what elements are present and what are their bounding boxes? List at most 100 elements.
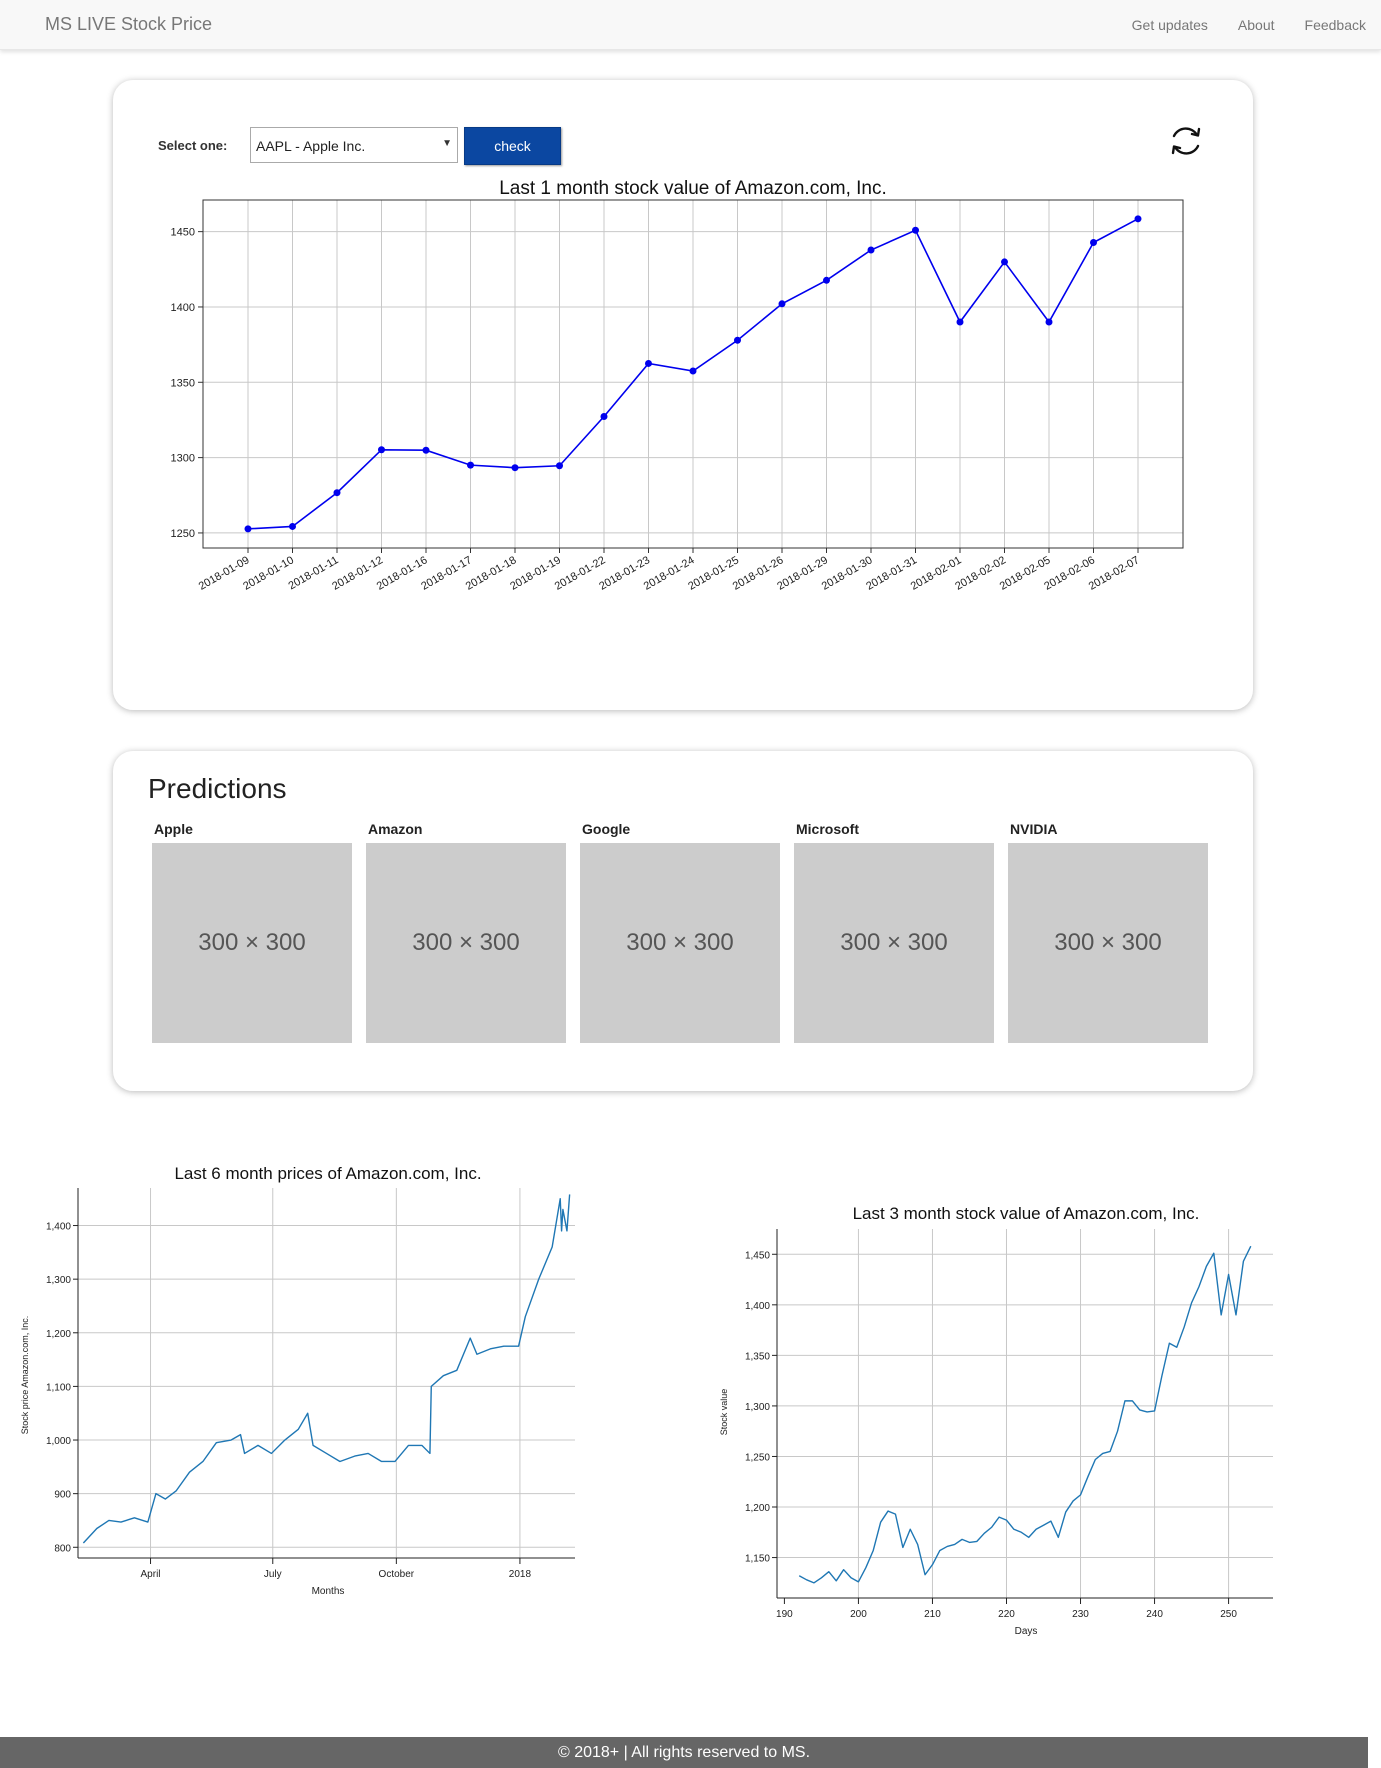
stock-select[interactable]: AAPL - Apple Inc. ▼ bbox=[250, 127, 458, 163]
y-tick-label: 1250 bbox=[171, 528, 195, 540]
x-tick-label: 220 bbox=[998, 1609, 1015, 1620]
brand-title[interactable]: MS LIVE Stock Price bbox=[45, 14, 213, 34]
y-tick-label: 1,400 bbox=[745, 1301, 770, 1312]
y-axis-label: Stock price Amazon.com, Inc. bbox=[20, 1316, 30, 1435]
data-point bbox=[956, 318, 964, 326]
image-placeholder-text: 300 × 300 bbox=[198, 929, 306, 956]
three-month-chart: Last 3 month stock value of Amazon.com, … bbox=[719, 1204, 1273, 1637]
data-point bbox=[422, 446, 430, 454]
y-tick-label: 1450 bbox=[171, 227, 195, 239]
data-point bbox=[1134, 215, 1142, 223]
x-tick-label: October bbox=[379, 1569, 415, 1580]
x-axis-label: Months bbox=[312, 1586, 345, 1597]
data-point bbox=[823, 276, 830, 284]
y-tick-label: 1,350 bbox=[745, 1351, 770, 1362]
y-tick-label: 1,200 bbox=[46, 1329, 71, 1340]
x-tick-label: 190 bbox=[776, 1609, 793, 1620]
prediction-name: Amazon bbox=[368, 821, 423, 837]
y-tick-label: 1350 bbox=[171, 377, 195, 389]
image-placeholder-text: 300 × 300 bbox=[626, 929, 734, 956]
nav-link-about[interactable]: About bbox=[1237, 17, 1275, 33]
check-button[interactable]: check bbox=[464, 127, 561, 165]
nav-links: Get updates About Feedback bbox=[1132, 17, 1366, 33]
nav-link-feedback[interactable]: Feedback bbox=[1304, 17, 1366, 33]
data-point bbox=[333, 489, 341, 497]
series-line bbox=[798, 1245, 1252, 1584]
y-tick-label: 1,450 bbox=[745, 1250, 770, 1261]
data-point bbox=[912, 226, 919, 234]
data-point bbox=[1090, 238, 1097, 246]
prediction-nvidia: NVIDIA 300 × 300 bbox=[1008, 821, 1208, 1043]
x-tick-label: 230 bbox=[1072, 1609, 1089, 1620]
data-point bbox=[289, 522, 296, 530]
one-month-chart: Last 1 month stock value of Amazon.com, … bbox=[171, 178, 1184, 593]
stock-select-value: AAPL - Apple Inc. bbox=[256, 138, 366, 154]
refresh-icon[interactable] bbox=[1168, 123, 1204, 159]
data-point bbox=[556, 462, 563, 470]
data-point bbox=[1001, 258, 1008, 266]
y-tick-label: 1,400 bbox=[46, 1222, 71, 1233]
x-tick-label: 250 bbox=[1220, 1609, 1237, 1620]
prediction-image: 300 × 300 bbox=[152, 843, 352, 1043]
y-tick-label: 1,000 bbox=[46, 1436, 71, 1447]
x-tick-label: 210 bbox=[924, 1609, 941, 1620]
stock-chart-card: Select one: AAPL - Apple Inc. ▼ check La… bbox=[113, 80, 1253, 710]
image-placeholder-text: 300 × 300 bbox=[412, 929, 520, 956]
x-tick-label: 2018-02-07 bbox=[1087, 554, 1142, 593]
data-point bbox=[1045, 318, 1053, 326]
chart-title: Last 6 month prices of Amazon.com, Inc. bbox=[174, 1164, 481, 1183]
data-point bbox=[867, 246, 875, 254]
data-point bbox=[778, 300, 786, 308]
y-tick-label: 1,300 bbox=[46, 1275, 71, 1286]
prediction-name: NVIDIA bbox=[1010, 821, 1058, 837]
x-tick-label: 2018 bbox=[509, 1569, 532, 1580]
data-point bbox=[645, 359, 652, 367]
y-tick-label: 1,300 bbox=[745, 1402, 770, 1413]
caret-down-icon: ▼ bbox=[442, 138, 452, 149]
prediction-name: Google bbox=[582, 821, 631, 837]
footer-text: © 2018+ | All rights reserved to MS. bbox=[557, 1744, 811, 1761]
select-label: Select one: bbox=[158, 138, 228, 153]
plot-frame bbox=[202, 199, 1184, 549]
data-point bbox=[689, 367, 697, 375]
prediction-amazon: Amazon 300 × 300 bbox=[366, 821, 566, 1043]
predictions-card: Predictions Apple 300 × 300 Amazon 300 ×… bbox=[113, 751, 1253, 1091]
navbar: MS LIVE Stock Price Get updates About Fe… bbox=[0, 0, 1381, 50]
prediction-microsoft: Microsoft 300 × 300 bbox=[794, 821, 994, 1043]
chart-title: Last 1 month stock value of Amazon.com, … bbox=[499, 178, 887, 199]
x-tick-label: April bbox=[141, 1569, 161, 1580]
prediction-image: 300 × 300 bbox=[580, 843, 780, 1043]
nav-link-get-updates[interactable]: Get updates bbox=[1131, 17, 1208, 33]
prediction-name: Microsoft bbox=[796, 821, 859, 837]
data-point bbox=[467, 461, 474, 469]
prediction-apple: Apple 300 × 300 bbox=[152, 821, 352, 1043]
data-point bbox=[378, 446, 385, 454]
x-tick-label: 200 bbox=[850, 1609, 867, 1620]
y-tick-label: 900 bbox=[54, 1490, 71, 1501]
y-tick-label: 1300 bbox=[171, 453, 195, 465]
six-month-chart: Last 6 month prices of Amazon.com, Inc. 8… bbox=[20, 1164, 575, 1597]
x-tick-label: July bbox=[264, 1569, 282, 1580]
x-tick-label: 240 bbox=[1146, 1609, 1163, 1620]
series-line bbox=[82, 1194, 571, 1544]
prediction-image: 300 × 300 bbox=[366, 843, 566, 1043]
image-placeholder-text: 300 × 300 bbox=[1054, 929, 1162, 956]
prediction-name: Apple bbox=[154, 821, 193, 837]
x-tick-label: 2018-01-10 bbox=[241, 554, 296, 593]
data-point bbox=[734, 336, 741, 344]
image-placeholder-text: 300 × 300 bbox=[840, 929, 948, 956]
x-axis-label: Days bbox=[1015, 1626, 1038, 1637]
y-tick-label: 1,250 bbox=[745, 1452, 770, 1463]
y-tick-label: 1,200 bbox=[745, 1503, 770, 1514]
prediction-image: 300 × 300 bbox=[1008, 843, 1208, 1043]
chart-title: Last 3 month stock value of Amazon.com, … bbox=[853, 1204, 1200, 1223]
data-point bbox=[244, 525, 252, 533]
y-tick-label: 800 bbox=[54, 1543, 71, 1554]
predictions-title: Predictions bbox=[148, 773, 287, 804]
y-axis-label: Stock value bbox=[719, 1389, 729, 1436]
footer: © 2018+ | All rights reserved to MS. bbox=[0, 1737, 1368, 1768]
prediction-image: 300 × 300 bbox=[794, 843, 994, 1043]
data-point bbox=[511, 464, 519, 472]
data-point bbox=[600, 412, 608, 420]
y-tick-label: 1400 bbox=[171, 302, 195, 314]
